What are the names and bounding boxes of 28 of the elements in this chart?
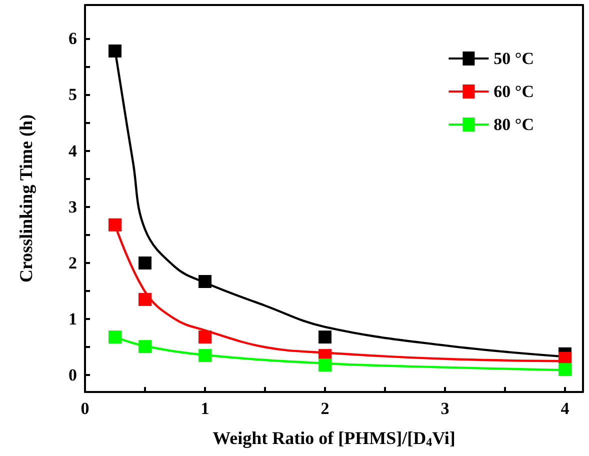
- x-tick-label: 2: [320, 399, 330, 418]
- x-tick-label: 3: [440, 399, 450, 418]
- y-tick-label: 5: [68, 85, 77, 104]
- point: [198, 330, 212, 344]
- legend-label: 60 °C: [494, 82, 534, 101]
- x-tick-label: 4: [560, 399, 570, 418]
- y-tick-label: 2: [68, 254, 77, 272]
- y-tick-label: 1: [68, 310, 77, 329]
- point: [198, 275, 212, 288]
- legend-label: 80 °C: [494, 115, 534, 134]
- x-tick-label: 1: [200, 399, 210, 418]
- point: [108, 218, 122, 232]
- point: [108, 330, 122, 344]
- point: [108, 44, 122, 58]
- point: [318, 358, 332, 372]
- legend-label: 50 °C: [494, 49, 534, 68]
- y-axis-title: Crosslinking Time (h): [16, 114, 36, 283]
- point: [318, 330, 332, 344]
- point: [138, 256, 152, 270]
- y-tick-label: 0: [68, 366, 77, 385]
- point: [138, 340, 152, 354]
- y-tick-label: 3: [68, 197, 77, 216]
- point: [558, 363, 572, 376]
- point: [138, 292, 152, 306]
- x-tick-label: 0: [80, 399, 90, 418]
- point: [198, 349, 212, 362]
- y-tick-label: 4: [68, 141, 78, 160]
- y-tick-label: 6: [68, 29, 77, 48]
